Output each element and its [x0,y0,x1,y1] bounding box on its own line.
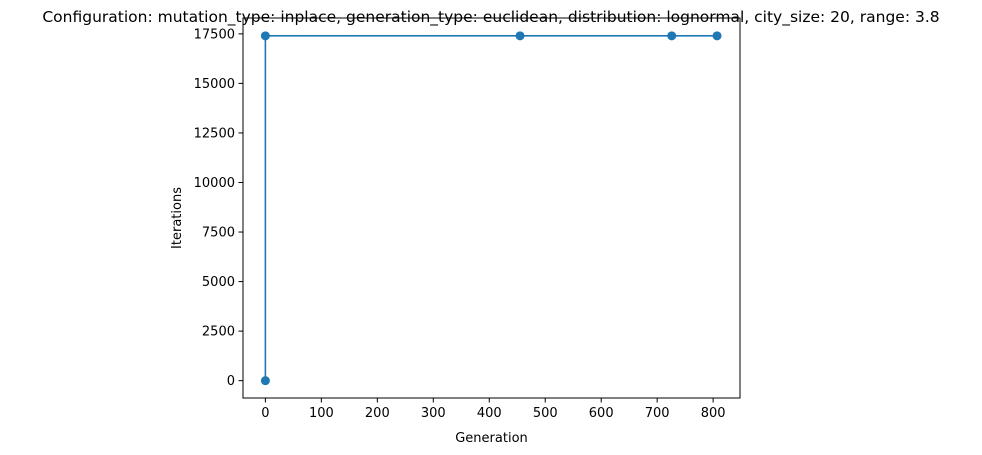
data-point [712,31,722,41]
y-tick-label: 7500 [202,226,235,241]
x-tick-label: 500 [533,406,558,421]
data-point [260,376,270,386]
data-point [667,31,677,41]
plot-area [260,31,722,386]
data-point [515,31,525,41]
x-tick-label: 300 [421,406,446,421]
x-tick-label: 400 [477,406,502,421]
x-tick-label: 200 [365,406,390,421]
y-tick-label: 12500 [194,126,235,141]
y-axis-label: Iterations [170,187,185,249]
x-tick-label: 0 [261,406,269,421]
y-tick-label: 5000 [202,275,235,290]
x-tick-label: 700 [645,406,670,421]
x-tick-label: 600 [589,406,614,421]
y-tick-label: 15000 [194,77,235,92]
plot-frame [242,17,741,399]
data-point [260,31,270,41]
series-line [264,35,718,381]
y-tick-label: 10000 [194,176,235,191]
y-tick-label: 17500 [194,27,235,42]
y-tick-label: 2500 [202,325,235,340]
x-axis-label: Generation [455,431,528,446]
y-tick-label: 0 [227,374,235,389]
x-tick-label: 100 [309,406,334,421]
x-tick-label: 800 [701,406,726,421]
